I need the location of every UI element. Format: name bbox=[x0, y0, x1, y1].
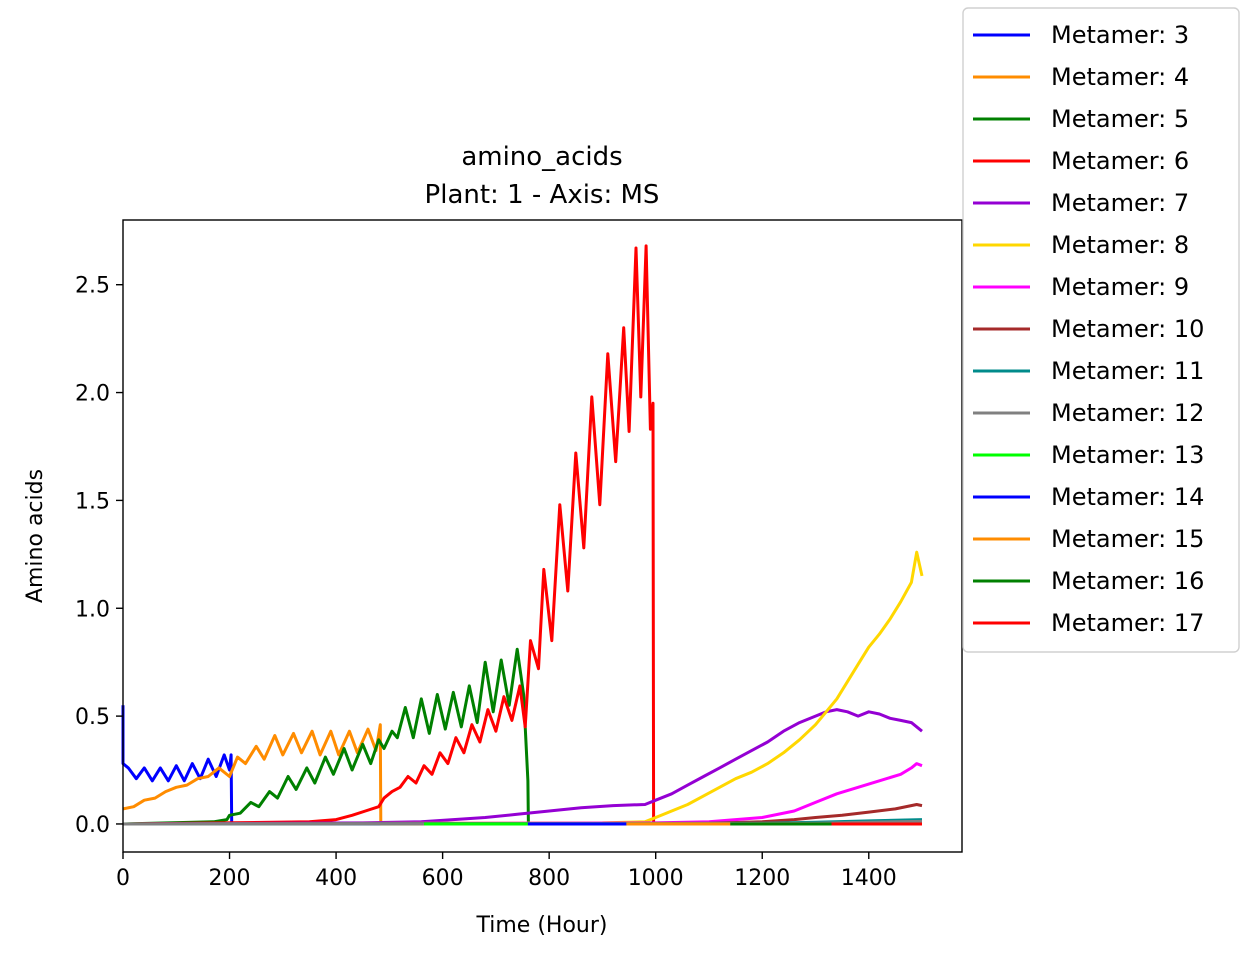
legend-label: Metamer: 4 bbox=[1051, 63, 1189, 91]
chart-title: amino_acids bbox=[461, 142, 622, 172]
x-tick-label: 0 bbox=[116, 866, 130, 891]
legend-label: Metamer: 16 bbox=[1051, 567, 1204, 595]
plot-area bbox=[121, 244, 924, 826]
x-tick-label: 800 bbox=[528, 866, 570, 891]
x-tick-label: 200 bbox=[209, 866, 251, 891]
y-tick-label: 2.5 bbox=[75, 274, 110, 299]
x-axis: 0 200 400 600 800 1000 1200 1400 bbox=[116, 852, 897, 891]
legend-box bbox=[962, 7, 1240, 653]
series-line-metamer-8 bbox=[122, 550, 924, 826]
x-tick-label: 400 bbox=[315, 866, 357, 891]
legend-label: Metamer: 17 bbox=[1051, 609, 1204, 637]
legend-label: Metamer: 6 bbox=[1051, 147, 1189, 175]
x-tick-label: 1400 bbox=[841, 866, 897, 891]
legend-label: Metamer: 7 bbox=[1051, 189, 1189, 217]
x-tick-label: 1000 bbox=[628, 866, 684, 891]
legend-label: Metamer: 10 bbox=[1051, 315, 1204, 343]
series-line-metamer-7 bbox=[122, 708, 923, 826]
legend-label: Metamer: 9 bbox=[1051, 273, 1189, 301]
plot-frame bbox=[122, 219, 963, 853]
y-tick-label: 0.5 bbox=[75, 705, 110, 730]
y-tick-label: 0.0 bbox=[75, 813, 110, 838]
chart-subtitle: Plant: 1 - Axis: MS bbox=[425, 180, 660, 210]
x-tick-label: 600 bbox=[422, 866, 464, 891]
legend-label: Metamer: 3 bbox=[1051, 21, 1189, 49]
series-line-metamer-3 bbox=[121, 705, 922, 826]
y-tick-label: 1.0 bbox=[75, 597, 110, 622]
legend-label: Metamer: 13 bbox=[1051, 441, 1204, 469]
legend-label: Metamer: 11 bbox=[1051, 357, 1204, 385]
y-tick-label: 1.5 bbox=[75, 489, 110, 514]
y-axis: 0.0 0.5 1.0 1.5 2.0 2.5 bbox=[75, 274, 123, 838]
y-axis-label: Amino acids bbox=[23, 469, 48, 603]
legend-label: Metamer: 5 bbox=[1051, 105, 1189, 133]
legend-label: Metamer: 8 bbox=[1051, 231, 1189, 259]
x-axis-label: Time (Hour) bbox=[476, 913, 608, 938]
legend: Metamer: 3 Metamer: 4 Metamer: 5 Metamer: 6… bbox=[962, 7, 1240, 653]
series-line-metamer-4 bbox=[122, 723, 922, 826]
x-tick-label: 1200 bbox=[734, 866, 790, 891]
series-line-metamer-5 bbox=[122, 647, 922, 826]
legend-label: Metamer: 15 bbox=[1051, 525, 1204, 553]
legend-label: Metamer: 12 bbox=[1051, 399, 1204, 427]
legend-label: Metamer: 14 bbox=[1051, 483, 1204, 511]
series-line-metamer-6 bbox=[122, 244, 922, 826]
y-tick-label: 2.0 bbox=[75, 382, 110, 407]
